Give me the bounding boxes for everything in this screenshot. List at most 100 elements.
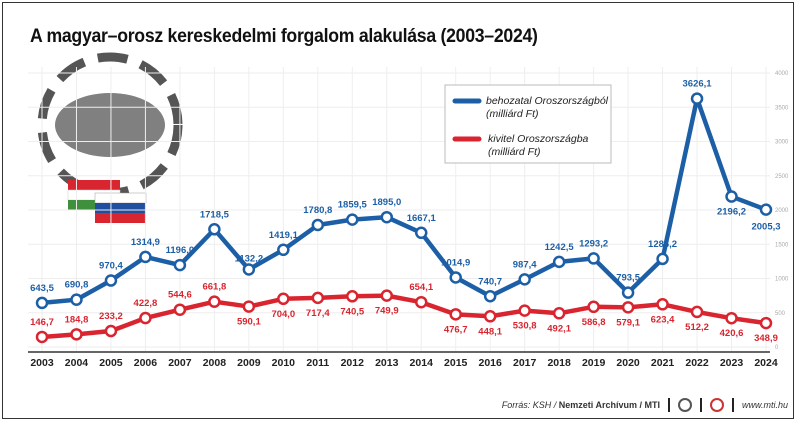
data-label: 793,5 bbox=[616, 273, 640, 284]
data-point bbox=[656, 298, 669, 311]
data-point bbox=[690, 92, 704, 105]
data-point bbox=[173, 258, 187, 272]
data-point bbox=[518, 273, 531, 286]
data-label: 146,7 bbox=[30, 317, 54, 328]
data-label: 1293,2 bbox=[579, 238, 608, 249]
x-tick-label: 2010 bbox=[272, 357, 296, 369]
x-tick-label: 2011 bbox=[306, 357, 329, 369]
series-line-export bbox=[41, 293, 767, 340]
data-point bbox=[208, 295, 221, 308]
legend: behozatal Oroszországból (milliárd Ft) k… bbox=[444, 84, 612, 164]
y-tick-label: 0 bbox=[775, 345, 779, 351]
x-tick-label: 2017 bbox=[513, 357, 537, 369]
mti-logo-icon bbox=[709, 398, 724, 412]
data-point bbox=[242, 263, 256, 276]
chart-title: A magyar–orosz kereskedelmi forgalom ala… bbox=[30, 26, 538, 47]
data-point bbox=[759, 203, 773, 216]
data-point bbox=[449, 271, 462, 284]
data-point bbox=[277, 292, 290, 306]
data-point bbox=[621, 286, 635, 299]
x-tick-label: 2018 bbox=[547, 357, 571, 369]
legend-label-export: kivitel Oroszországba bbox=[488, 133, 589, 145]
data-label: 717,4 bbox=[306, 308, 330, 319]
x-tick-label: 2016 bbox=[479, 357, 503, 369]
data-point bbox=[346, 290, 359, 303]
data-point bbox=[759, 316, 773, 330]
data-point bbox=[587, 252, 600, 265]
x-tick-label: 2013 bbox=[375, 357, 399, 369]
data-label: 1419,1 bbox=[269, 230, 299, 241]
data-label: 1895,0 bbox=[372, 197, 401, 208]
data-point bbox=[483, 310, 497, 323]
x-tick-label: 2023 bbox=[720, 357, 744, 369]
data-label: 422,8 bbox=[134, 298, 158, 309]
data-label: 749,9 bbox=[375, 306, 399, 317]
data-label: 987,4 bbox=[513, 259, 537, 270]
legend-unit-import: (milliárd Ft) bbox=[486, 108, 539, 120]
data-label: 1286,2 bbox=[648, 239, 677, 250]
data-label: 690,8 bbox=[65, 280, 89, 291]
data-label: 704,0 bbox=[271, 309, 295, 320]
x-tick-label: 2015 bbox=[444, 357, 468, 369]
x-tick-label: 2007 bbox=[168, 357, 192, 369]
data-point bbox=[621, 301, 635, 314]
data-label: 544,6 bbox=[168, 290, 192, 301]
data-label: 3626,1 bbox=[683, 79, 713, 90]
data-label: 1196,0 bbox=[166, 245, 195, 256]
data-label: 1780,8 bbox=[303, 205, 332, 216]
data-label: 512,2 bbox=[685, 322, 709, 333]
data-point bbox=[35, 330, 49, 344]
data-point bbox=[449, 308, 462, 321]
data-point bbox=[242, 300, 256, 313]
y-tick-label: 3000 bbox=[775, 140, 789, 146]
x-tick-label: 2003 bbox=[30, 357, 54, 369]
divider bbox=[699, 398, 702, 412]
data-point bbox=[656, 252, 669, 266]
data-point bbox=[380, 289, 394, 302]
data-point bbox=[587, 300, 600, 314]
x-tick-label: 2004 bbox=[65, 357, 89, 369]
x-tick-label: 2014 bbox=[410, 357, 434, 369]
y-tick-label: 1500 bbox=[775, 242, 789, 248]
data-point bbox=[725, 311, 738, 325]
x-tick-label: 2021 bbox=[651, 357, 675, 369]
data-point bbox=[139, 311, 152, 325]
archive-logo-icon bbox=[677, 398, 692, 412]
legend-unit-export: (milliárd Ft) bbox=[488, 146, 541, 158]
data-label: 623,4 bbox=[651, 314, 675, 325]
globe-illustration bbox=[37, 52, 183, 198]
data-label: 1132,2 bbox=[235, 253, 264, 264]
data-point bbox=[311, 291, 325, 305]
data-point bbox=[277, 243, 290, 257]
data-label: 348,9 bbox=[754, 333, 778, 344]
x-tick-label: 2020 bbox=[616, 357, 640, 369]
data-label: 590,1 bbox=[237, 317, 261, 328]
x-tick-label: 2005 bbox=[99, 357, 123, 369]
data-point bbox=[139, 250, 152, 264]
data-label: 740,5 bbox=[340, 306, 364, 317]
x-tick-label: 2012 bbox=[341, 357, 365, 369]
data-label: 1242,5 bbox=[545, 242, 575, 253]
data-label: 530,8 bbox=[513, 321, 537, 332]
data-label: 1718,5 bbox=[200, 209, 230, 220]
x-tick-label: 2008 bbox=[203, 357, 227, 369]
y-tick-label: 4000 bbox=[775, 71, 789, 77]
data-point bbox=[552, 255, 566, 269]
data-label: 2196,2 bbox=[717, 207, 746, 218]
data-label: 184,8 bbox=[65, 314, 89, 325]
x-tick-label: 2024 bbox=[754, 357, 778, 369]
data-label: 1859,5 bbox=[338, 200, 368, 211]
website-link[interactable]: www.mti.hu bbox=[741, 400, 788, 410]
data-label: 586,8 bbox=[582, 317, 606, 328]
world-map-icon bbox=[55, 93, 165, 157]
data-point bbox=[104, 274, 118, 287]
y-tick-label: 2000 bbox=[775, 208, 789, 214]
chart-frame bbox=[2, 2, 794, 419]
data-label: 740,7 bbox=[478, 276, 502, 287]
data-label: 233,2 bbox=[99, 311, 123, 322]
data-point bbox=[35, 296, 49, 310]
data-point bbox=[208, 223, 221, 236]
data-point bbox=[70, 293, 83, 306]
footer: Forrás: KSH / Nemzeti Archívum / MTI www… bbox=[502, 398, 788, 412]
